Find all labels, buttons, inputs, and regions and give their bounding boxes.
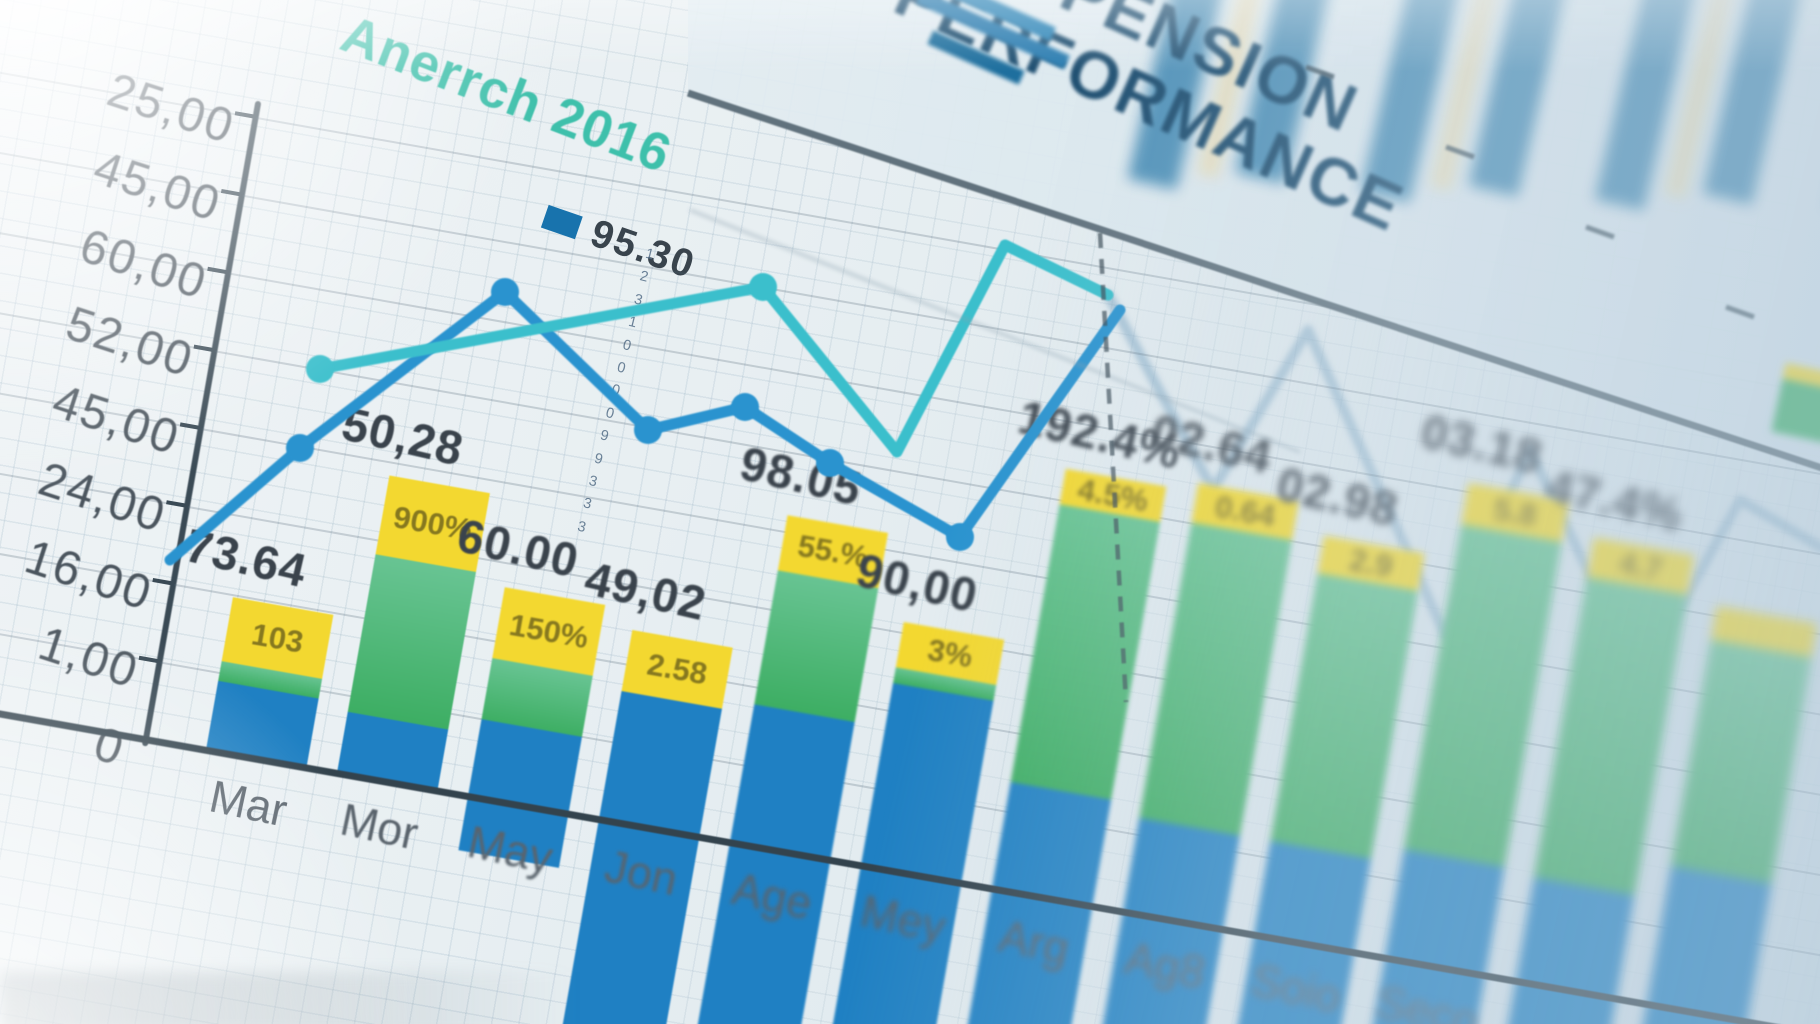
bar-column: 73.64 103 [181, 518, 334, 768]
legend-marker-icon [540, 204, 583, 240]
bottom-left-shadow [0, 972, 580, 1024]
bar-segment-green [1671, 639, 1812, 884]
bar-value-label: 98.05 [735, 436, 867, 516]
bar-segment-green [1403, 524, 1562, 868]
legend-series-label: Anerrch 2016 [333, 4, 680, 185]
legend-row: 95.30 [538, 195, 701, 288]
bar-value-label: 50,28 [337, 396, 469, 476]
bar-segment-green [1270, 573, 1419, 859]
